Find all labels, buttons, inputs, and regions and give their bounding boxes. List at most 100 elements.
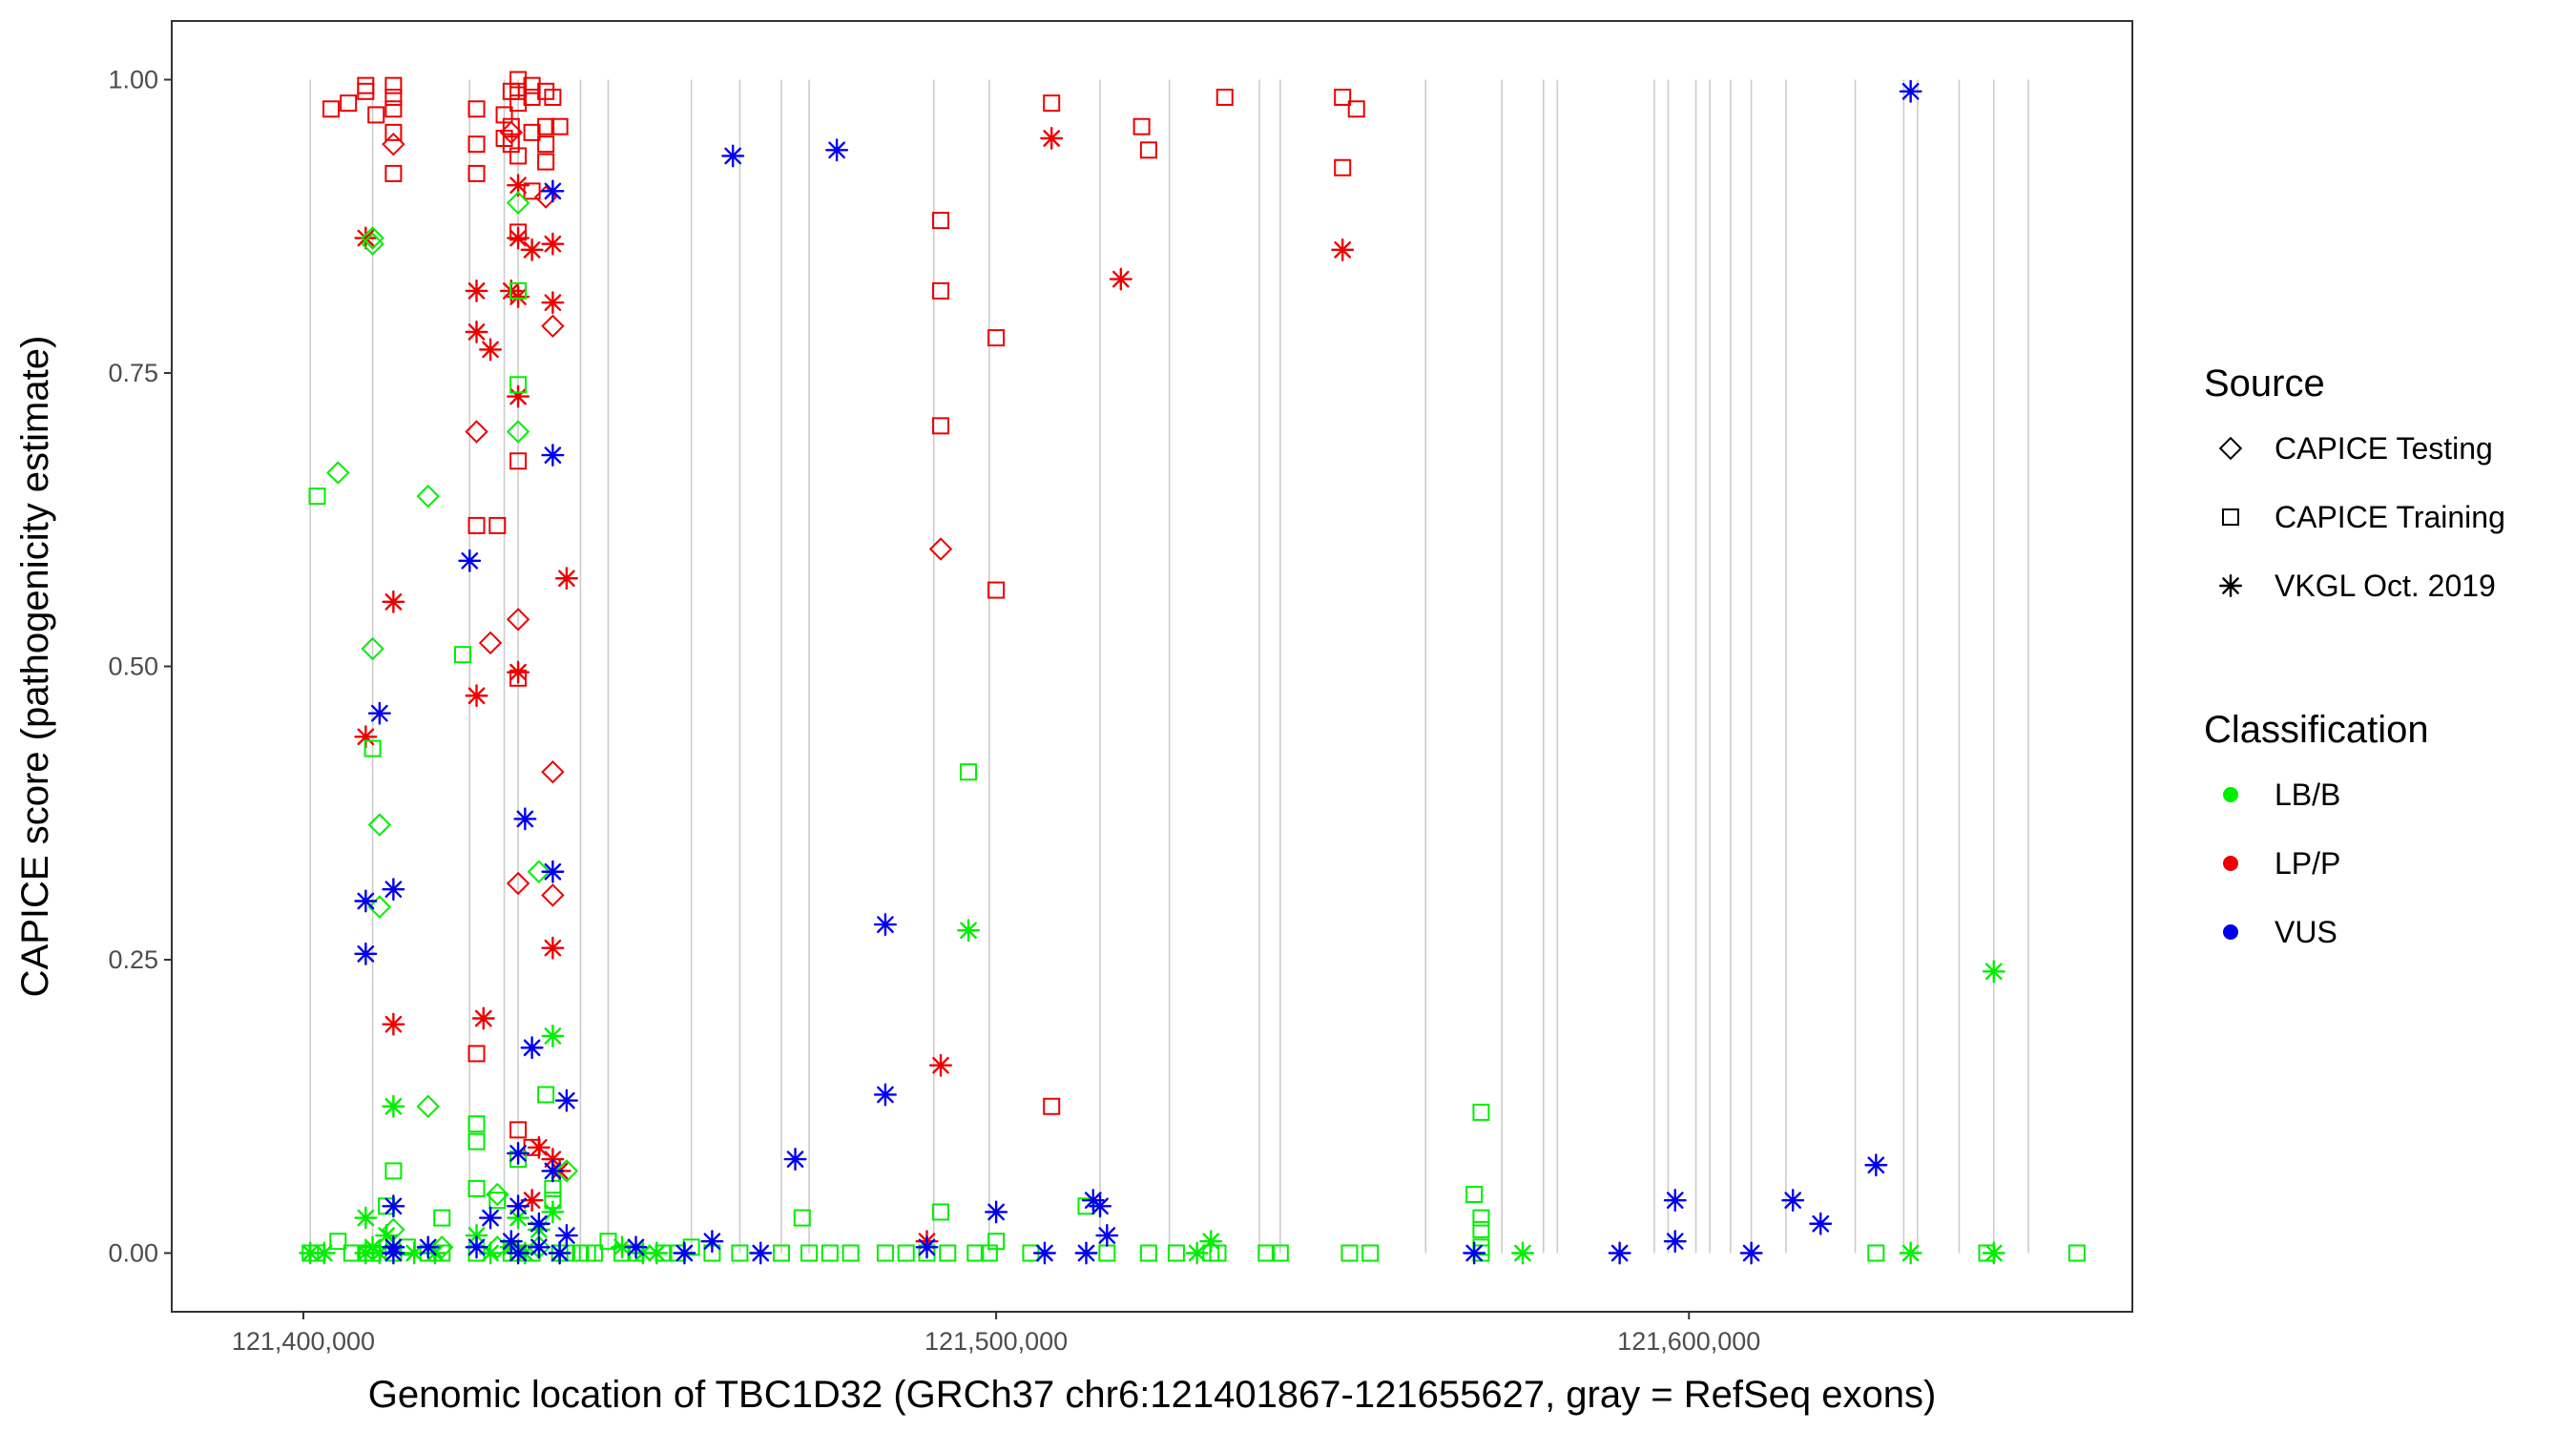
data-point (721, 144, 745, 168)
data-point (367, 701, 391, 725)
data-point (467, 1045, 486, 1063)
data-point (384, 1162, 403, 1180)
data-point (478, 631, 503, 655)
data-point (361, 226, 384, 250)
data-point (800, 1244, 819, 1262)
data-point (453, 646, 471, 664)
data-point (537, 117, 555, 135)
data-point (541, 1148, 565, 1172)
data-point (1899, 79, 1922, 103)
y-tick-label: 0.50 (108, 653, 158, 681)
data-point (1032, 1241, 1056, 1265)
data-point (322, 100, 341, 118)
data-point (541, 291, 565, 315)
data-point (987, 581, 1006, 599)
data-point (357, 82, 375, 100)
data-point (2067, 1244, 2086, 1262)
data-point (479, 1206, 503, 1230)
data-point (1472, 1220, 1490, 1238)
data-point (467, 100, 486, 118)
data-point (793, 1209, 811, 1227)
data-point (502, 117, 520, 135)
data-point (509, 452, 528, 470)
data-point (873, 913, 897, 937)
data-point (1347, 100, 1365, 118)
data-point (1472, 1209, 1490, 1227)
data-point (554, 1089, 578, 1112)
data-point (340, 94, 358, 113)
data-point (1185, 1241, 1209, 1265)
data-point (1139, 1244, 1157, 1262)
data-point (645, 1241, 669, 1265)
data-point (1271, 1244, 1289, 1262)
data-point (1334, 158, 1352, 176)
data-point (1109, 267, 1132, 291)
data-point (544, 1179, 562, 1197)
data-point (1074, 1241, 1098, 1265)
data-point (1472, 1103, 1490, 1121)
data-point (1465, 1186, 1484, 1203)
data-point (1867, 1244, 1885, 1262)
data-point (527, 1135, 551, 1159)
data-point (1739, 1241, 1763, 1265)
data-point (1982, 960, 2005, 984)
x-axis-title: Genomic location of TBC1D32 (GRCh37 chr6… (368, 1374, 1937, 1416)
legend-label: LP/P (2275, 846, 2340, 881)
data-point (367, 813, 392, 837)
data-point (506, 871, 530, 896)
data-point (548, 1241, 571, 1265)
data-point (966, 1244, 985, 1262)
data-point (541, 860, 565, 883)
data-point (486, 1182, 509, 1207)
data-point (433, 1209, 451, 1227)
legend-label: CAPICE Testing (2275, 431, 2493, 466)
data-point (1098, 1244, 1116, 1262)
data-point (384, 164, 403, 182)
data-point (382, 1194, 405, 1218)
data-point (354, 226, 378, 250)
data-point (876, 1244, 894, 1262)
data-point (382, 132, 405, 156)
legend-key-asterisk (2218, 574, 2243, 597)
x-tick-label: 121,600,000 (1617, 1327, 1760, 1356)
x-tick-label: 121,500,000 (924, 1327, 1068, 1356)
data-point (382, 1241, 405, 1265)
data-point (841, 1244, 860, 1262)
data-point (987, 1233, 1006, 1251)
data-point (541, 1200, 565, 1224)
data-point (541, 1024, 565, 1047)
data-point (416, 1235, 440, 1259)
data-point (554, 1159, 579, 1183)
data-point (537, 1086, 555, 1104)
data-point (382, 1012, 405, 1036)
data-point (507, 660, 530, 684)
data-point (467, 1179, 486, 1197)
data-point (929, 1053, 953, 1077)
data-point (465, 684, 488, 708)
data-point (551, 117, 569, 135)
data-point (987, 329, 1006, 347)
data-point (1095, 1224, 1119, 1248)
data-point (509, 71, 528, 89)
data-point (416, 484, 440, 508)
data-point (541, 179, 565, 203)
data-point (384, 100, 403, 118)
data-point (467, 135, 486, 154)
data-point (523, 123, 541, 141)
data-point (467, 164, 486, 182)
data-point (513, 807, 537, 831)
data-point (479, 338, 503, 362)
data-point (357, 76, 375, 94)
axes: 0.00 0.25 0.50 0.75 1.00 121,400,000 121,500,0… (108, 66, 1760, 1357)
data-point (509, 94, 528, 113)
data-point (403, 1241, 426, 1265)
data-point (1899, 1241, 1922, 1265)
data-point (1089, 1194, 1112, 1218)
x-tick-label: 121,400,000 (232, 1327, 375, 1356)
y-tick-label: 0.00 (108, 1239, 158, 1268)
data-point (554, 1224, 578, 1248)
data-point (509, 376, 528, 394)
data-point (749, 1241, 773, 1265)
data-point (361, 636, 384, 661)
data-point (873, 1083, 897, 1107)
